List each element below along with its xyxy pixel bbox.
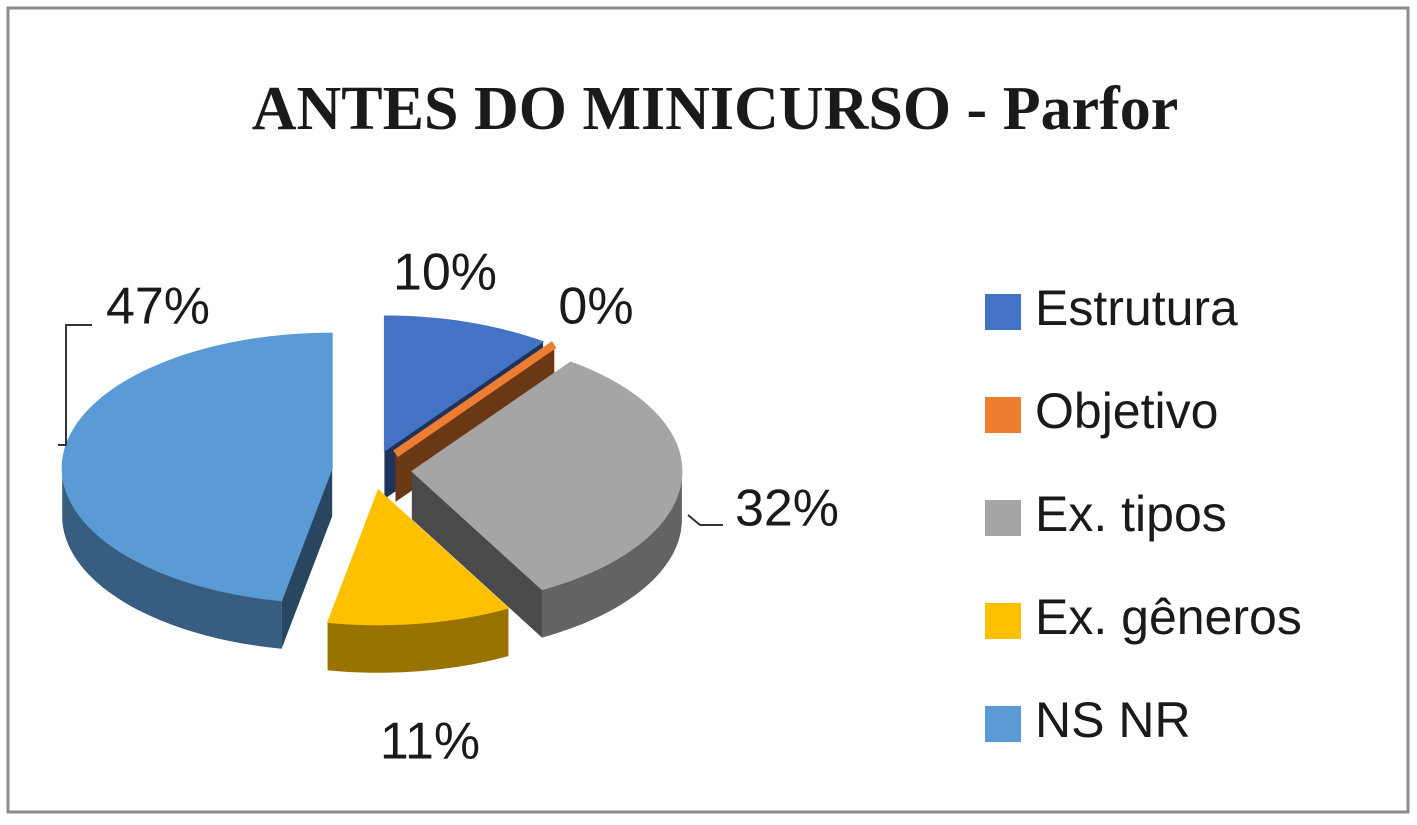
- pie-slice-top: [393, 341, 557, 458]
- slice-side: [281, 468, 333, 649]
- data-label: 47%: [106, 278, 210, 336]
- data-label: 0%: [558, 278, 633, 336]
- pie-slice-top: [383, 315, 545, 452]
- legend-label: NS NR: [1035, 692, 1191, 748]
- data-label: 11%: [380, 713, 480, 771]
- data-label: 10%: [393, 244, 497, 302]
- legend-swatch: [985, 603, 1021, 639]
- pie-slice-top: [61, 332, 333, 602]
- pie-slice-top: [411, 361, 683, 591]
- legend-label: Ex. gêneros: [1035, 589, 1302, 645]
- slice-wall: [542, 471, 682, 638]
- legend-swatch: [985, 706, 1021, 742]
- leader-line: [687, 514, 723, 526]
- pie-slice: [61, 332, 333, 649]
- slice-wall: [327, 608, 509, 673]
- legend-swatch: [985, 294, 1021, 330]
- leader-line: [58, 324, 92, 446]
- legend: Estrutura Objetivo Ex. tipos Ex. gêneros NS …: [985, 280, 1302, 748]
- pie: 10% 0% 32% 11% 47%: [58, 244, 839, 771]
- pie-slice: [326, 488, 510, 673]
- legend-label: Estrutura: [1035, 280, 1238, 336]
- slice-side: [411, 471, 542, 638]
- chart-title: ANTES DO MINICURSO - Parfor: [252, 75, 1179, 143]
- legend-swatch: [985, 397, 1021, 433]
- legend-label: Objetivo: [1035, 383, 1218, 439]
- data-label: 32%: [735, 480, 839, 538]
- pie-slice-top: [326, 488, 510, 626]
- legend-label: Ex. tipos: [1035, 486, 1227, 542]
- legend-swatch: [985, 500, 1021, 536]
- pie-slice: [411, 361, 683, 638]
- slice-wall: [62, 468, 282, 649]
